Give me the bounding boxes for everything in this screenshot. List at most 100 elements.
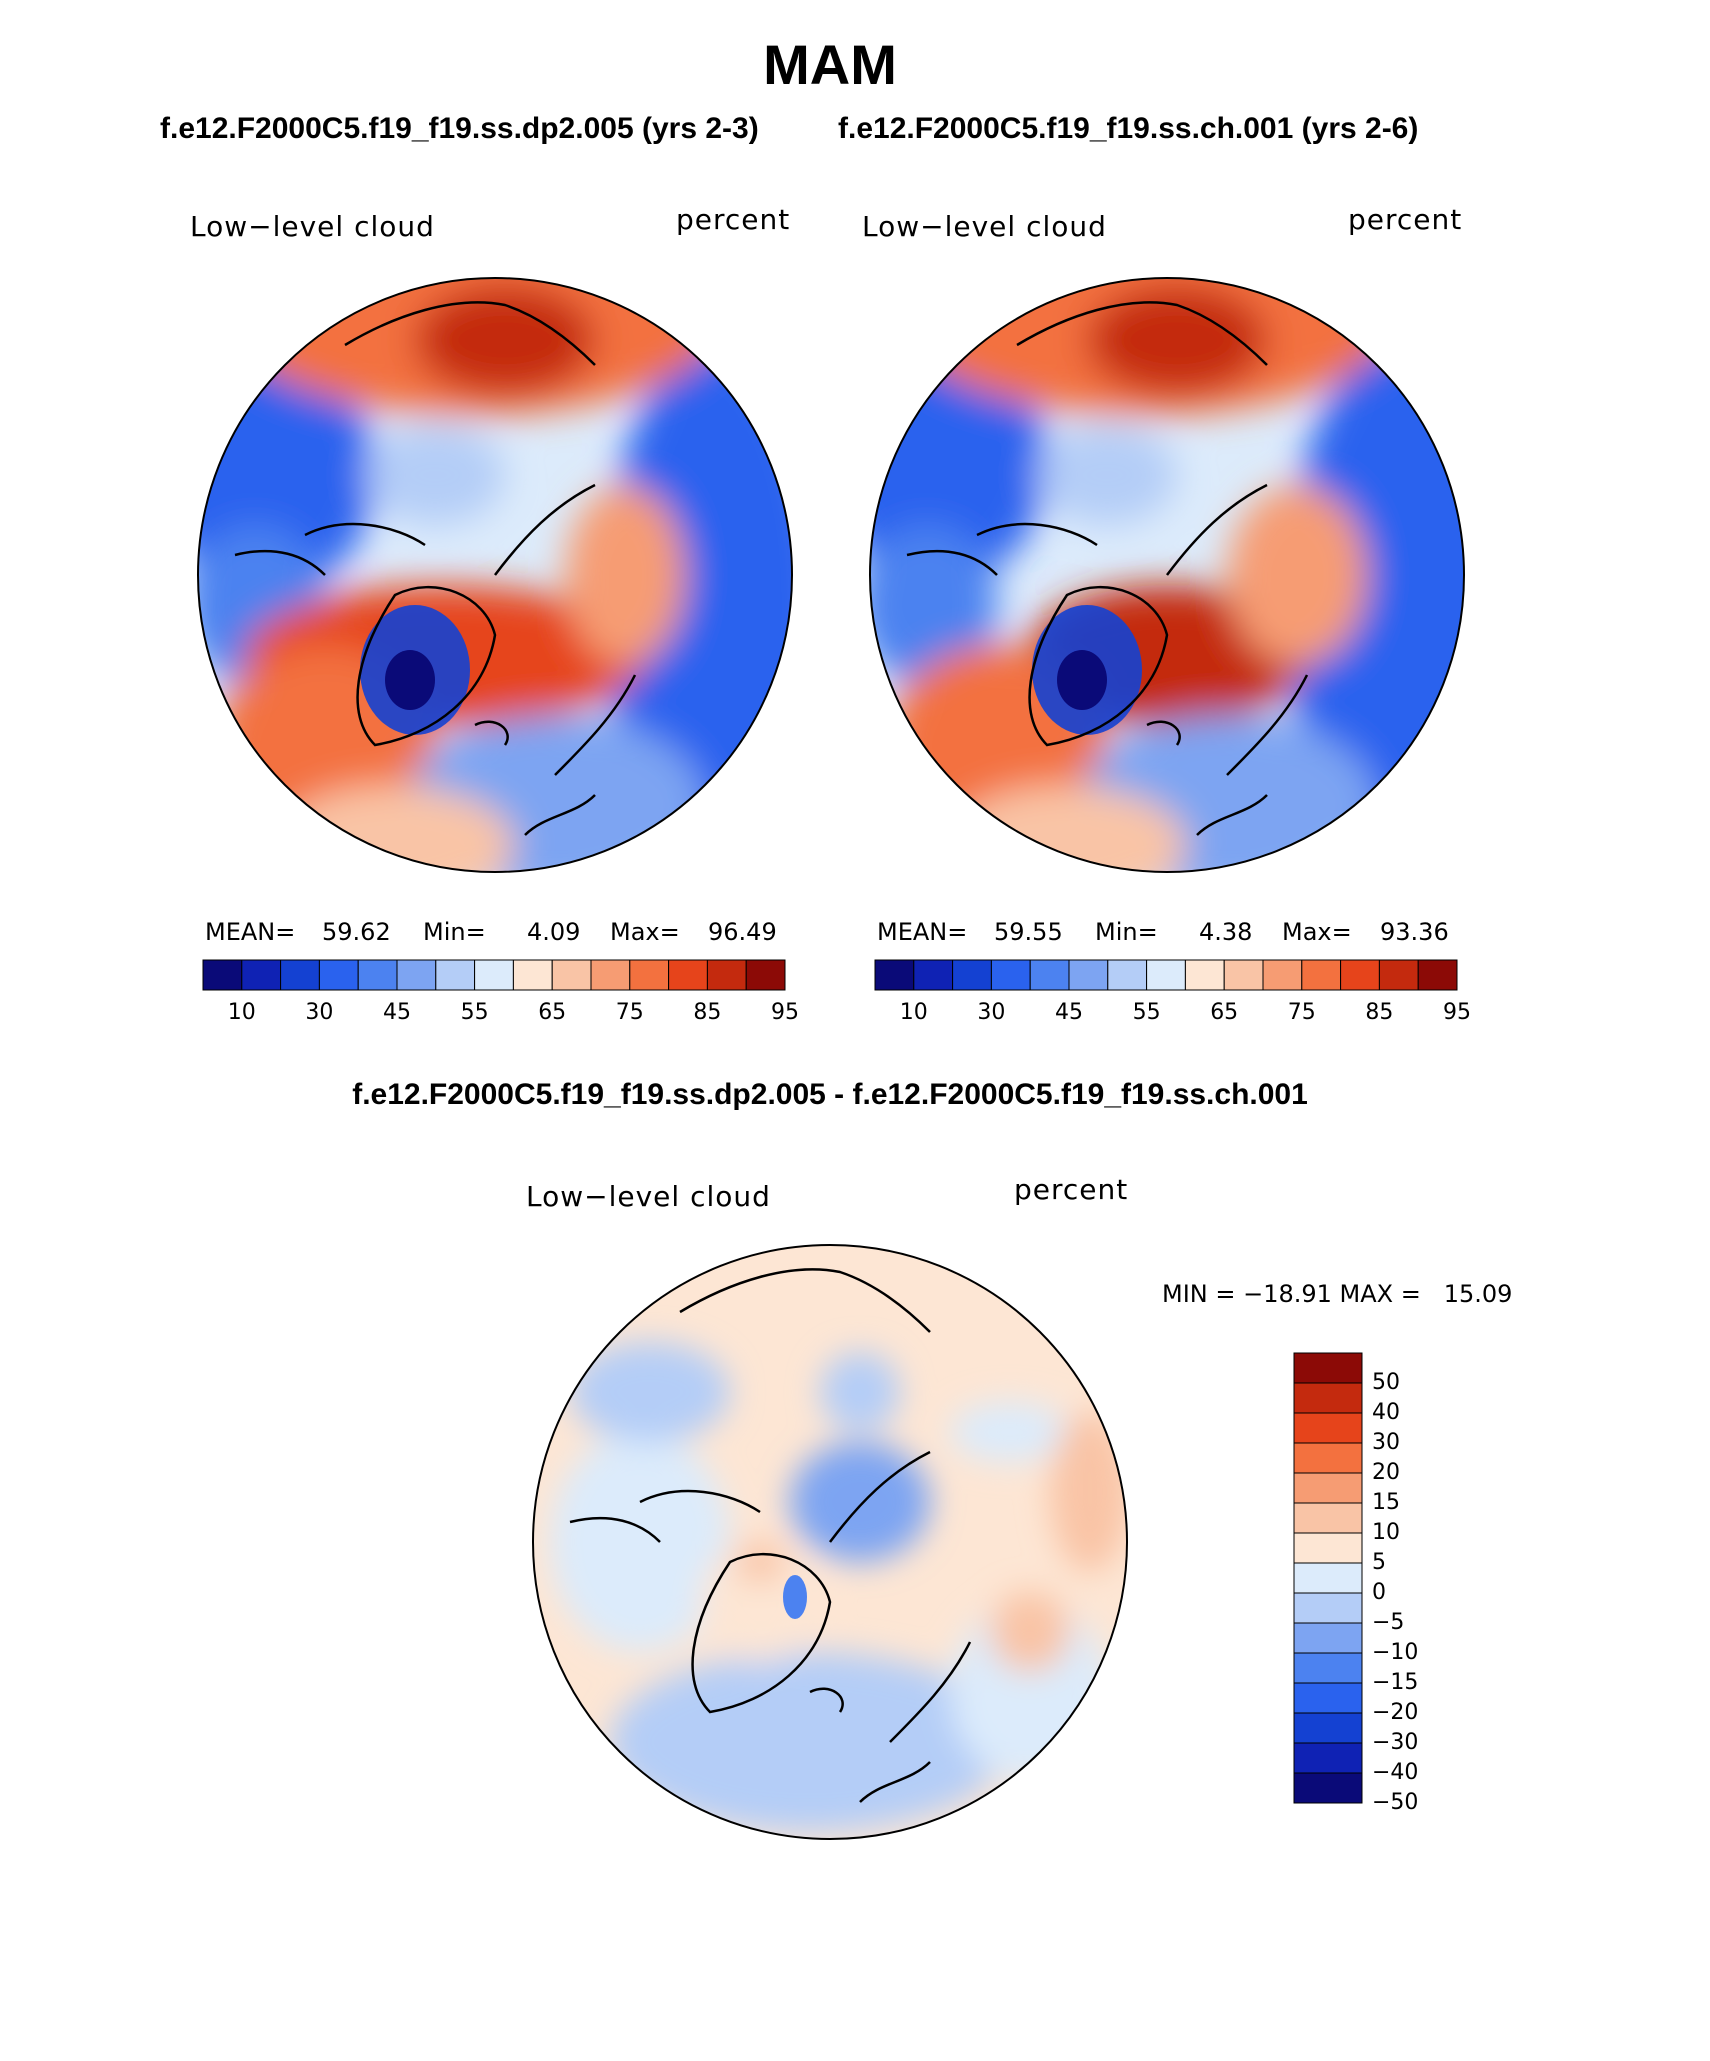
colorbar-swatch xyxy=(990,959,1031,991)
colorbar-tick-label: 75 xyxy=(1287,1000,1316,1025)
colorbar-swatch xyxy=(590,959,631,991)
diff-colorbar xyxy=(1293,1352,1363,1804)
panel-2-mean-label: MEAN= xyxy=(877,918,968,946)
colorbar-swatch xyxy=(1068,959,1109,991)
colorbar-swatch xyxy=(280,959,320,991)
colorbar-swatch xyxy=(1378,959,1419,991)
panel-1-mean-value: 59.62 xyxy=(322,918,391,946)
colorbar-swatch xyxy=(202,959,243,991)
colorbar-swatch xyxy=(1262,959,1303,991)
colorbar-tick-label: 85 xyxy=(1365,1000,1394,1025)
diff-variable-label: Low−level cloud xyxy=(526,1180,771,1213)
colorbar-tick-label: −10 xyxy=(1372,1640,1419,1665)
colorbar-tick-label: 55 xyxy=(460,1000,489,1025)
panel-2-colorbar xyxy=(874,959,1458,991)
colorbar-swatch xyxy=(1293,1742,1363,1774)
colorbar-swatch xyxy=(1293,1622,1363,1654)
colorbar-swatch xyxy=(913,959,954,991)
colorbar-swatch xyxy=(551,959,592,991)
panel-2-colorbar-ticks: 10 30 45 55 65 75 85 95 xyxy=(875,1000,1471,1030)
panel-2-mean-value: 59.55 xyxy=(994,918,1063,946)
colorbar-tick-label: −15 xyxy=(1372,1670,1419,1695)
panel-1-max-value: 96.49 xyxy=(708,918,777,946)
colorbar-swatch xyxy=(1301,959,1342,991)
colorbar-swatch xyxy=(512,959,553,991)
panel-2-polar-map xyxy=(869,277,1465,873)
colorbar-tick-label: −20 xyxy=(1372,1700,1419,1725)
colorbar-swatch xyxy=(1293,1532,1363,1564)
colorbar-tick-label: 30 xyxy=(1372,1430,1400,1455)
panel-1-units-label: percent xyxy=(676,203,791,236)
panel-1-min-label: Min= xyxy=(423,918,486,946)
colorbar-swatch xyxy=(1293,1352,1363,1384)
diff-minmax: MIN = −18.91 MAX = 15.09 xyxy=(1162,1280,1513,1308)
colorbar-swatch xyxy=(1340,959,1380,991)
colorbar-swatch xyxy=(1223,959,1264,991)
colorbar-swatch xyxy=(1293,1652,1363,1684)
panel-1-colorbar-ticks: 10 30 45 55 65 75 85 95 xyxy=(203,1000,799,1030)
panel-2-min-value: 4.38 xyxy=(1199,918,1253,946)
colorbar-tick-label: 10 xyxy=(1372,1520,1400,1545)
colorbar-swatch xyxy=(1029,959,1070,991)
colorbar-tick-label: 50 xyxy=(1372,1370,1400,1395)
colorbar-tick-label: −40 xyxy=(1372,1760,1419,1785)
colorbar-swatch xyxy=(1293,1682,1363,1714)
panel-1-variable-label: Low−level cloud xyxy=(190,210,435,243)
diff-title: f.e12.F2000C5.f19_f19.ss.dp2.005 - f.e12… xyxy=(352,1078,1308,1111)
colorbar-swatch xyxy=(1293,1442,1363,1474)
colorbar-swatch xyxy=(1293,1712,1363,1744)
colorbar-swatch xyxy=(241,959,282,991)
panel-1-colorbar xyxy=(202,959,786,991)
colorbar-tick-label: 75 xyxy=(615,1000,644,1025)
season-title: MAM xyxy=(763,33,897,96)
diff-colorbar-ticks: 50 40 30 20 15 10 5 0 −5 −10 −15 −20 −30 −40 −50 xyxy=(1372,1353,1472,1815)
colorbar-tick-label: 0 xyxy=(1372,1580,1386,1605)
colorbar-tick-label: −30 xyxy=(1372,1730,1419,1755)
colorbar-swatch xyxy=(396,959,437,991)
colorbar-tick-label: 40 xyxy=(1372,1400,1400,1425)
colorbar-swatch xyxy=(1293,1592,1363,1624)
colorbar-tick-label: 85 xyxy=(693,1000,722,1025)
colorbar-tick-label: 30 xyxy=(977,1000,1006,1025)
colorbar-tick-label: 45 xyxy=(383,1000,411,1025)
colorbar-swatch xyxy=(435,959,476,991)
colorbar-tick-label: 10 xyxy=(899,1000,928,1025)
colorbar-swatch xyxy=(1293,1772,1363,1804)
panel-2-units-label: percent xyxy=(1348,203,1463,236)
colorbar-tick-label: 45 xyxy=(1055,1000,1083,1025)
colorbar-tick-label: 10 xyxy=(227,1000,256,1025)
colorbar-swatch xyxy=(1293,1382,1363,1414)
colorbar-tick-label: 15 xyxy=(1372,1490,1400,1515)
colorbar-tick-label: 65 xyxy=(1210,1000,1239,1025)
colorbar-swatch xyxy=(629,959,670,991)
colorbar-tick-label: −5 xyxy=(1372,1610,1405,1635)
colorbar-tick-label: 30 xyxy=(305,1000,334,1025)
panel-2-max-value: 93.36 xyxy=(1380,918,1449,946)
diff-units-label: percent xyxy=(1014,1173,1129,1206)
colorbar-tick-label: 65 xyxy=(538,1000,567,1025)
colorbar-tick-label: 5 xyxy=(1372,1550,1386,1575)
colorbar-swatch xyxy=(1417,959,1458,991)
panel-1-max-label: Max= xyxy=(610,918,680,946)
colorbar-swatch xyxy=(668,959,708,991)
colorbar-tick-label: −50 xyxy=(1372,1790,1419,1815)
colorbar-swatch xyxy=(874,959,915,991)
panel-2-min-label: Min= xyxy=(1095,918,1158,946)
panel-1-mean-label: MEAN= xyxy=(205,918,296,946)
colorbar-swatch xyxy=(1107,959,1148,991)
colorbar-swatch xyxy=(357,959,398,991)
panel-1-case-title: f.e12.F2000C5.f19_f19.ss.dp2.005 (yrs 2-… xyxy=(160,112,759,145)
colorbar-swatch xyxy=(1293,1502,1363,1534)
colorbar-swatch xyxy=(474,959,514,991)
panel-1-min-value: 4.09 xyxy=(527,918,581,946)
colorbar-swatch xyxy=(1293,1412,1363,1444)
colorbar-swatch xyxy=(952,959,992,991)
diff-polar-map xyxy=(532,1244,1128,1840)
colorbar-swatch xyxy=(1293,1562,1363,1594)
colorbar-swatch xyxy=(318,959,359,991)
colorbar-tick-label: 55 xyxy=(1132,1000,1161,1025)
colorbar-tick-label: 95 xyxy=(1443,1000,1471,1025)
colorbar-swatch xyxy=(1293,1472,1363,1504)
panel-2-case-title: f.e12.F2000C5.f19_f19.ss.ch.001 (yrs 2-6… xyxy=(838,112,1419,145)
colorbar-tick-label: 95 xyxy=(771,1000,799,1025)
